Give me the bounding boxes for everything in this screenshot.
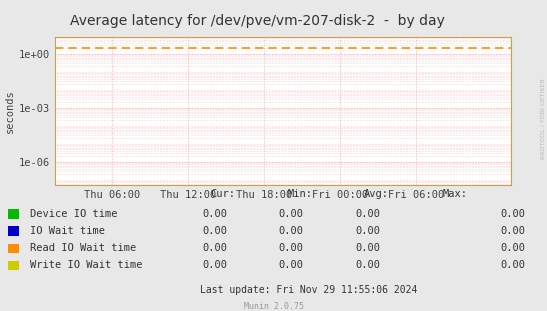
Text: 0.00: 0.00: [355, 226, 380, 236]
Text: 0.00: 0.00: [202, 260, 227, 270]
Text: 0.00: 0.00: [202, 209, 227, 219]
Text: Average latency for /dev/pve/vm-207-disk-2  -  by day: Average latency for /dev/pve/vm-207-disk…: [69, 14, 445, 28]
Text: Read IO Wait time: Read IO Wait time: [30, 243, 136, 253]
Text: 0.00: 0.00: [355, 209, 380, 219]
Text: Last update: Fri Nov 29 11:55:06 2024: Last update: Fri Nov 29 11:55:06 2024: [200, 285, 418, 295]
Text: Max:: Max:: [443, 189, 468, 199]
Text: Min:: Min:: [287, 189, 312, 199]
Text: Cur:: Cur:: [211, 189, 236, 199]
Text: Device IO time: Device IO time: [30, 209, 118, 219]
Text: 0.00: 0.00: [278, 226, 304, 236]
Text: Avg:: Avg:: [364, 189, 389, 199]
Text: RRDTOOL / TOBI OETIKER: RRDTOOL / TOBI OETIKER: [540, 78, 545, 159]
Text: 0.00: 0.00: [278, 243, 304, 253]
Text: Munin 2.0.75: Munin 2.0.75: [243, 302, 304, 311]
Text: 0.00: 0.00: [202, 243, 227, 253]
Text: Write IO Wait time: Write IO Wait time: [30, 260, 143, 270]
Text: 0.00: 0.00: [355, 243, 380, 253]
Y-axis label: seconds: seconds: [4, 89, 14, 133]
Text: 0.00: 0.00: [278, 260, 304, 270]
Text: 0.00: 0.00: [500, 226, 525, 236]
Text: 0.00: 0.00: [500, 243, 525, 253]
Text: 0.00: 0.00: [500, 209, 525, 219]
Text: 0.00: 0.00: [202, 226, 227, 236]
Text: IO Wait time: IO Wait time: [30, 226, 105, 236]
Text: 0.00: 0.00: [278, 209, 304, 219]
Text: 0.00: 0.00: [500, 260, 525, 270]
Text: 0.00: 0.00: [355, 260, 380, 270]
